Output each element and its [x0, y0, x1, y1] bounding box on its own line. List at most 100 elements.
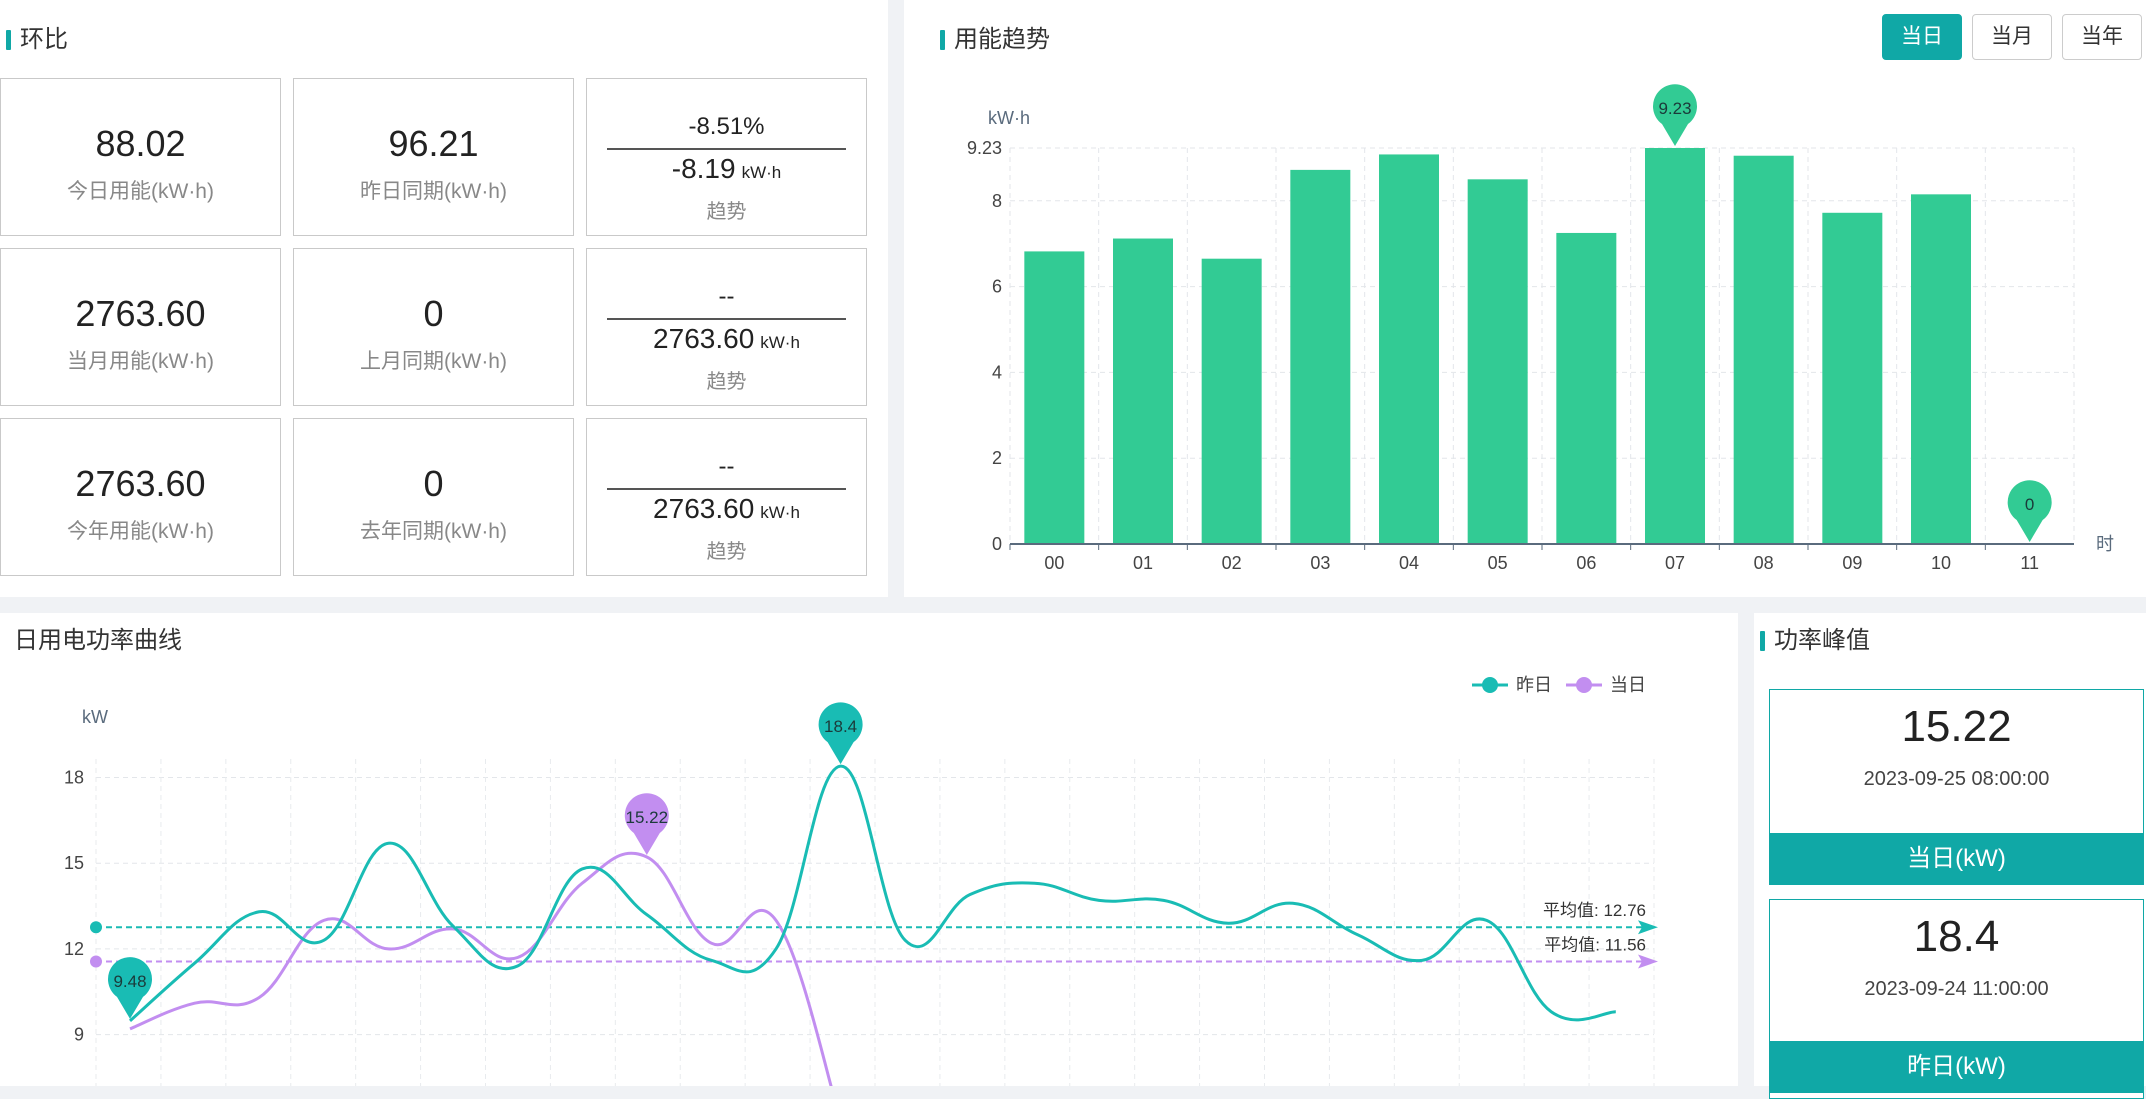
year-energy-value: 2763.60: [75, 463, 206, 504]
bar-marker-shape: [1653, 84, 1697, 146]
line-marker-shape: [624, 793, 669, 855]
bar-x-tick: 04: [1399, 553, 1419, 573]
bar-09[interactable]: [1822, 212, 1883, 544]
bar-y-tick: 9.23: [967, 138, 1002, 158]
line-marker-label: 18.4: [824, 717, 857, 736]
bar-01[interactable]: [1113, 238, 1173, 544]
last-year-energy-value: 0: [423, 463, 444, 504]
yesterday-energy-card: 96.21 昨日同期(kW·h): [293, 78, 574, 236]
line-marker: 15.22: [624, 793, 669, 855]
bar-07[interactable]: [1645, 148, 1705, 544]
year-button[interactable]: 当年: [2062, 14, 2142, 60]
last-month-energy-value: 0: [423, 293, 444, 334]
today-peak-value: 15.22: [1901, 702, 2012, 751]
yesterday-peak-card: 18.4 2023-09-24 11:00:00 昨日(kW): [1769, 899, 2144, 1099]
power-line-chart: 9 12 15 18 平均值: 12.76 平均值: 11.56 18.4 9.48 15.…: [64, 675, 1658, 1086]
line-marker-shape: [108, 957, 152, 1019]
bar-x-unit: 时: [2096, 534, 2114, 554]
bar-x-tick: 02: [1222, 553, 1242, 573]
bar-y-tick: 4: [992, 362, 1002, 382]
yesterday-peak-value: 18.4: [1913, 912, 2000, 961]
line-marker: 18.4: [818, 702, 863, 765]
today-energy-value: 88.02: [95, 123, 186, 164]
legend-swatch-dot: [1482, 677, 1498, 693]
day-trend-diff: -8.19 kW·h: [671, 153, 782, 184]
day-button[interactable]: 当日: [1882, 14, 1962, 60]
energy-trend-title: 用能趋势: [934, 26, 1050, 54]
bar-y-tick: 6: [992, 277, 1002, 297]
power-curve-title: 日用电功率曲线: [14, 627, 182, 654]
month-trend-card: -- 2763.60 kW·h 趋势: [586, 248, 867, 406]
average-line-start: [90, 921, 102, 934]
bar-marker-shape: [2007, 480, 2052, 542]
bar-00[interactable]: [1024, 251, 1085, 544]
yesterday-peak-time: 2023-09-24 11:00:00: [1864, 978, 2049, 1000]
day-trend-pct: -8.51%: [688, 113, 765, 140]
trend-divider: [607, 488, 846, 490]
bar-x-tick: 11: [2020, 553, 2039, 573]
bar-marker: 0: [2007, 480, 2052, 542]
trend-divider: [607, 148, 846, 150]
peak-title: 功率峰值: [1754, 627, 1870, 655]
legend-item-today[interactable]: 当日: [1566, 675, 1646, 695]
year-trend-label: 趋势: [706, 541, 747, 563]
bar-x-tick: 05: [1488, 553, 1508, 573]
trend-divider: [607, 318, 846, 320]
comparison-panel: 环比 88.02 今日用能(kW·h) 96.21 昨日同期(kW·h) -8.…: [0, 0, 888, 597]
line-marker-label: 9.48: [113, 972, 146, 991]
month-trend-diff: 2763.60 kW·h: [653, 323, 800, 354]
yesterday-energy-label: 昨日同期(kW·h): [360, 180, 507, 203]
year-trend-card: -- 2763.60 kW·h 趋势: [586, 418, 867, 576]
year-energy-label: 今年用能(kW·h): [67, 520, 214, 543]
bar-y-tick: 0: [992, 534, 1002, 554]
bar-06[interactable]: [1556, 232, 1617, 544]
bar-marker-label: 9.23: [1658, 99, 1691, 118]
day-trend-label: 趋势: [706, 201, 747, 223]
series-line-today[interactable]: [129, 851, 841, 1086]
average-line-label: 平均值: 11.56: [1544, 935, 1646, 954]
bar-y-tick: 2: [992, 448, 1002, 468]
bar-03[interactable]: [1290, 169, 1351, 544]
line-y-tick: 12: [64, 939, 84, 959]
month-trend-label: 趋势: [706, 371, 747, 393]
bar-marker-label: 0: [2025, 495, 2034, 514]
bar-marker: 9.23: [1653, 84, 1697, 146]
last-year-energy-label: 去年同期(kW·h): [360, 520, 507, 543]
bar-02[interactable]: [1201, 258, 1262, 544]
yesterday-energy-value: 96.21: [388, 123, 479, 164]
energy-trend-panel: 用能趋势 当日 当月 当年 0 2 4 6 8 9.23 00 01 02 03 04 05 06 07 0…: [904, 0, 2146, 597]
last-month-energy-label: 上月同期(kW·h): [360, 350, 507, 373]
today-energy-card: 88.02 今日用能(kW·h): [0, 78, 281, 236]
line-marker-shape: [818, 702, 863, 765]
year-energy-card: 2763.60 今年用能(kW·h): [0, 418, 281, 576]
month-energy-label: 当月用能(kW·h): [67, 350, 214, 373]
today-peak-card: 15.22 2023-09-25 08:00:00 当日(kW): [1769, 689, 2144, 885]
day-trend-card: -8.51% -8.19 kW·h 趋势: [586, 78, 867, 236]
series-line-yesterday[interactable]: [129, 764, 1616, 1023]
bar-10[interactable]: [1911, 194, 1971, 544]
month-button[interactable]: 当月: [1972, 14, 2052, 60]
line-y-tick: 18: [64, 768, 84, 788]
bar-y-tick: 8: [992, 191, 1002, 211]
bar-08[interactable]: [1733, 155, 1794, 544]
average-line-start: [90, 955, 102, 968]
month-energy-value: 2763.60: [75, 293, 206, 334]
line-marker-label: 15.22: [626, 808, 669, 827]
bar-x-tick: 09: [1842, 553, 1862, 573]
bar-x-tick: 08: [1754, 553, 1774, 573]
last-year-energy-card: 0 去年同期(kW·h): [293, 418, 574, 576]
bar-05[interactable]: [1467, 179, 1528, 544]
bar-y-unit: kW·h: [988, 108, 1030, 128]
bar-x-tick: 03: [1310, 553, 1330, 573]
year-trend-diff: 2763.60 kW·h: [653, 493, 800, 524]
month-trend-pct: --: [718, 283, 735, 310]
bar-04[interactable]: [1379, 154, 1439, 544]
legend-item-yesterday[interactable]: 昨日: [1472, 675, 1552, 695]
today-peak-time: 2023-09-25 08:00:00: [1863, 768, 2050, 790]
average-line-arrow: [1638, 920, 1658, 935]
legend-swatch-dot: [1576, 677, 1592, 693]
year-trend-pct: --: [718, 453, 735, 480]
line-y-tick: 15: [64, 853, 84, 873]
legend-label: 当日: [1610, 675, 1646, 695]
